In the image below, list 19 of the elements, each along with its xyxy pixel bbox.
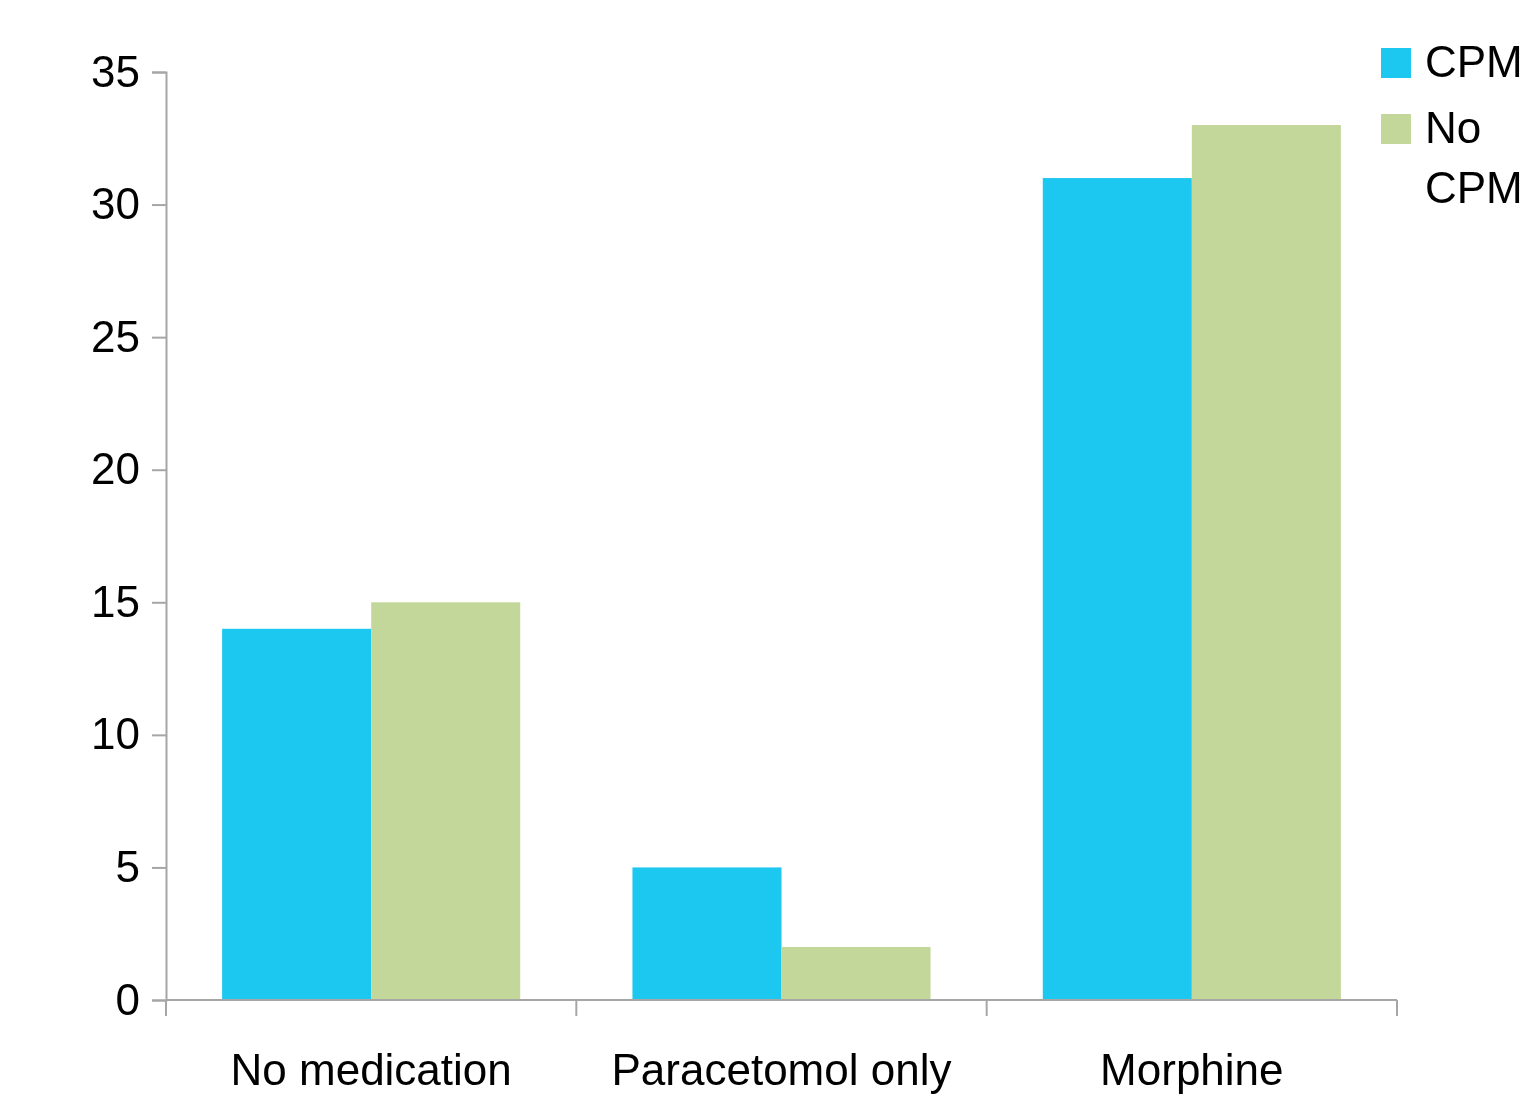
y-tick-label: 25 xyxy=(91,311,140,361)
y-tick-label: 20 xyxy=(91,444,140,494)
bar xyxy=(781,946,931,1000)
y-tick-label: 10 xyxy=(91,709,140,759)
bar xyxy=(632,867,782,1000)
y-tick-label: 30 xyxy=(91,179,140,229)
legend-label: No CPM xyxy=(1425,103,1523,212)
x-tick-label: Paracetomol only xyxy=(611,1045,952,1094)
y-tick-label: 15 xyxy=(91,576,140,626)
x-tick-label: Morphine xyxy=(1100,1045,1284,1094)
y-tick-label: 5 xyxy=(115,842,140,892)
bar xyxy=(1042,178,1192,1000)
bar xyxy=(222,628,372,1000)
x-tick-label: No medication xyxy=(230,1045,512,1094)
bar xyxy=(1191,125,1341,1000)
legend-label: CPM xyxy=(1425,37,1523,86)
y-tick-label: 0 xyxy=(115,974,140,1024)
y-tick-label: 35 xyxy=(91,46,140,96)
bar xyxy=(371,602,521,1000)
